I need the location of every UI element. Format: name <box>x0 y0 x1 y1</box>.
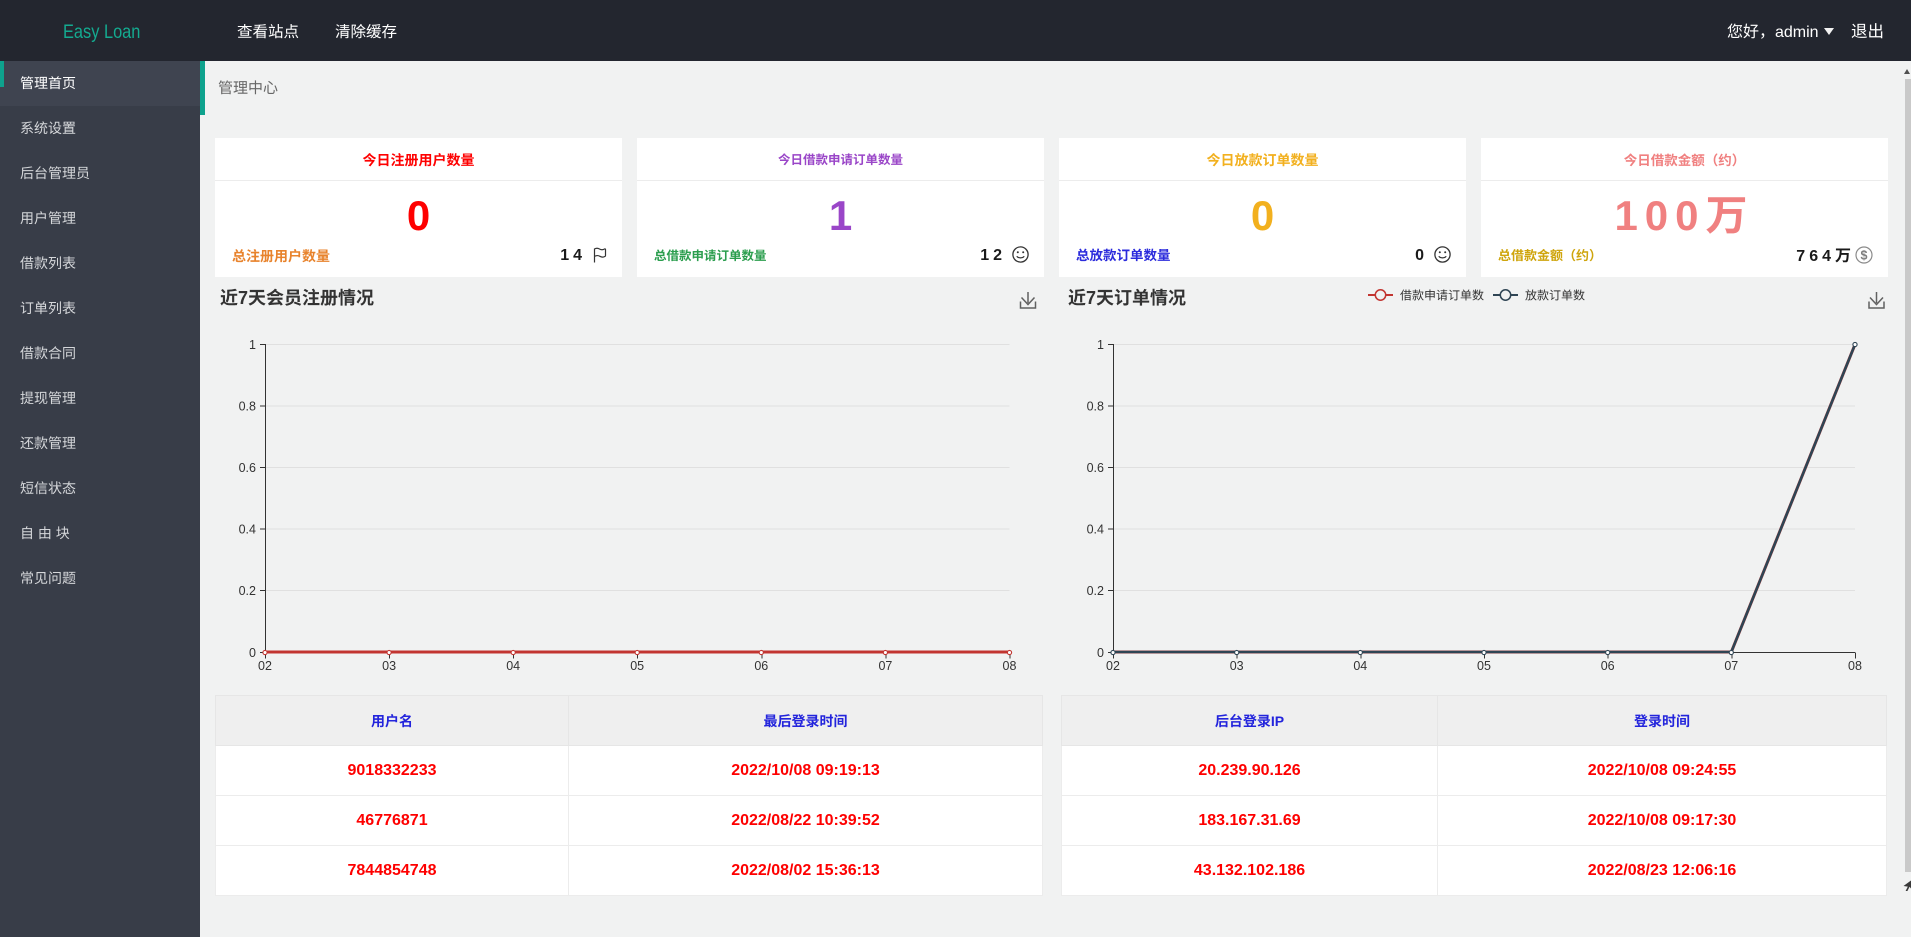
svg-text:1: 1 <box>249 338 256 352</box>
svg-text:0.8: 0.8 <box>239 400 256 414</box>
svg-text:04: 04 <box>1353 659 1367 673</box>
svg-text:08: 08 <box>1848 659 1862 673</box>
svg-text:0.6: 0.6 <box>1087 461 1104 475</box>
svg-text:05: 05 <box>1477 659 1491 673</box>
svg-text:0: 0 <box>249 646 256 660</box>
svg-text:08: 08 <box>1003 659 1017 673</box>
svg-text:0.2: 0.2 <box>239 584 256 598</box>
svg-text:02: 02 <box>1106 659 1120 673</box>
svg-text:近7天订单情况: 近7天订单情况 <box>1068 288 1186 308</box>
svg-text:02: 02 <box>258 659 272 673</box>
svg-text:借款申请订单数: 借款申请订单数 <box>1400 289 1484 303</box>
svg-text:0.8: 0.8 <box>1087 400 1104 414</box>
svg-text:04: 04 <box>506 659 520 673</box>
svg-text:0.4: 0.4 <box>1087 523 1104 537</box>
svg-text:03: 03 <box>1230 659 1244 673</box>
svg-text:07: 07 <box>1724 659 1738 673</box>
svg-text:0: 0 <box>1097 646 1104 660</box>
svg-text:1: 1 <box>1097 338 1104 352</box>
svg-text:$: $ <box>1861 248 1868 262</box>
svg-text:0.4: 0.4 <box>239 523 256 537</box>
svg-text:06: 06 <box>1601 659 1615 673</box>
svg-text:03: 03 <box>382 659 396 673</box>
svg-text:近7天会员注册情况: 近7天会员注册情况 <box>220 288 374 308</box>
svg-text:06: 06 <box>754 659 768 673</box>
svg-text:05: 05 <box>630 659 644 673</box>
svg-text:0.6: 0.6 <box>239 461 256 475</box>
svg-text:07: 07 <box>878 659 892 673</box>
svg-text:放款订单数: 放款订单数 <box>1525 289 1585 303</box>
svg-text:0.2: 0.2 <box>1087 584 1104 598</box>
